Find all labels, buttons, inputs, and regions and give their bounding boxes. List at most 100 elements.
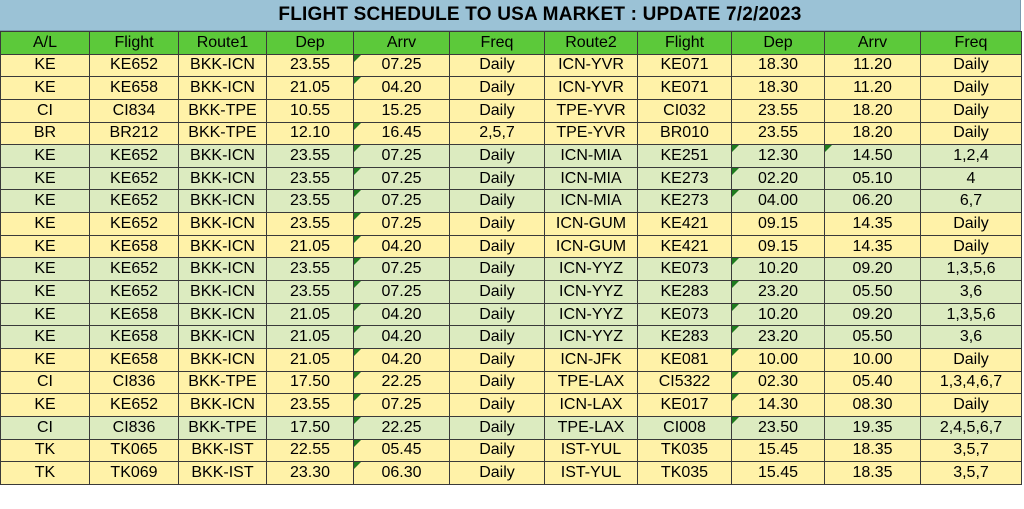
cell-freq1[interactable]: Daily bbox=[449, 144, 545, 168]
cell-airline[interactable]: KE bbox=[0, 234, 90, 259]
cell-flight1[interactable]: CI836 bbox=[89, 415, 179, 440]
cell-flight1[interactable]: BR212 bbox=[89, 121, 179, 146]
cell-flight2[interactable]: KE071 bbox=[637, 53, 732, 78]
cell-route1[interactable]: BKK-IST bbox=[178, 461, 267, 485]
cell-dep2[interactable]: 10.00 bbox=[731, 347, 825, 372]
cell-arrv1[interactable]: 04.20 bbox=[353, 234, 450, 259]
cell-freq1[interactable]: Daily bbox=[449, 257, 545, 282]
cell-flight1[interactable]: TK065 bbox=[89, 438, 179, 463]
cell-flight1[interactable]: TK069 bbox=[89, 461, 179, 485]
cell-freq1[interactable]: Daily bbox=[449, 302, 545, 327]
cell-arrv2[interactable]: 14.35 bbox=[824, 234, 921, 259]
cell-arrv2[interactable]: 10.00 bbox=[824, 347, 921, 372]
cell-freq2[interactable]: Daily bbox=[920, 212, 1022, 236]
cell-flight1[interactable]: KE652 bbox=[89, 166, 179, 191]
cell-arrv2[interactable]: 06.20 bbox=[824, 189, 921, 214]
cell-airline[interactable]: TK bbox=[0, 438, 90, 463]
cell-freq1[interactable]: Daily bbox=[449, 461, 545, 485]
cell-route2[interactable]: TPE-LAX bbox=[544, 415, 638, 440]
cell-freq1[interactable]: Daily bbox=[449, 53, 545, 78]
cell-flight1[interactable]: KE658 bbox=[89, 76, 179, 100]
cell-flight1[interactable]: KE658 bbox=[89, 325, 179, 349]
cell-freq2[interactable]: Daily bbox=[920, 393, 1022, 417]
cell-arrv2[interactable]: 05.50 bbox=[824, 280, 921, 304]
cell-route2[interactable]: ICN-YYZ bbox=[544, 257, 638, 282]
cell-route2[interactable]: TPE-YVR bbox=[544, 121, 638, 146]
cell-dep1[interactable]: 23.55 bbox=[266, 166, 354, 191]
header-cell-flight1[interactable]: Flight bbox=[89, 31, 179, 55]
cell-airline[interactable]: KE bbox=[0, 257, 90, 282]
cell-freq2[interactable]: 3,5,7 bbox=[920, 438, 1022, 463]
cell-flight2[interactable]: KE251 bbox=[637, 144, 732, 168]
cell-route1[interactable]: BKK-IST bbox=[178, 438, 267, 463]
cell-arrv1[interactable]: 07.25 bbox=[353, 53, 450, 78]
header-cell-airline[interactable]: A/L bbox=[0, 31, 90, 55]
cell-arrv1[interactable]: 07.25 bbox=[353, 257, 450, 282]
cell-route1[interactable]: BKK-ICN bbox=[178, 302, 267, 327]
cell-dep2[interactable]: 04.00 bbox=[731, 189, 825, 214]
cell-flight2[interactable]: TK035 bbox=[637, 461, 732, 485]
cell-airline[interactable]: KE bbox=[0, 189, 90, 214]
cell-route2[interactable]: ICN-LAX bbox=[544, 393, 638, 417]
cell-flight1[interactable]: KE652 bbox=[89, 280, 179, 304]
cell-arrv2[interactable]: 09.20 bbox=[824, 302, 921, 327]
cell-flight2[interactable]: CI032 bbox=[637, 98, 732, 123]
cell-dep2[interactable]: 23.55 bbox=[731, 98, 825, 123]
cell-freq1[interactable]: Daily bbox=[449, 393, 545, 417]
cell-arrv1[interactable]: 04.20 bbox=[353, 325, 450, 349]
cell-freq2[interactable]: 3,6 bbox=[920, 325, 1022, 349]
cell-arrv1[interactable]: 07.25 bbox=[353, 189, 450, 214]
cell-arrv1[interactable]: 05.45 bbox=[353, 438, 450, 463]
cell-arrv1[interactable]: 07.25 bbox=[353, 166, 450, 191]
cell-route2[interactable]: ICN-GUM bbox=[544, 212, 638, 236]
cell-arrv1[interactable]: 07.25 bbox=[353, 212, 450, 236]
cell-freq2[interactable]: 1,3,4,6,7 bbox=[920, 370, 1022, 395]
cell-dep2[interactable]: 23.50 bbox=[731, 415, 825, 440]
cell-arrv2[interactable]: 18.35 bbox=[824, 438, 921, 463]
cell-route1[interactable]: BKK-ICN bbox=[178, 144, 267, 168]
header-cell-dep2[interactable]: Dep bbox=[731, 31, 825, 55]
cell-freq1[interactable]: Daily bbox=[449, 212, 545, 236]
header-cell-freq2[interactable]: Freq bbox=[920, 31, 1022, 55]
cell-freq2[interactable]: 1,3,5,6 bbox=[920, 302, 1022, 327]
cell-flight2[interactable]: KE071 bbox=[637, 76, 732, 100]
cell-route2[interactable]: TPE-LAX bbox=[544, 370, 638, 395]
cell-freq1[interactable]: Daily bbox=[449, 234, 545, 259]
cell-dep1[interactable]: 17.50 bbox=[266, 415, 354, 440]
cell-route2[interactable]: ICN-MIA bbox=[544, 144, 638, 168]
cell-dep1[interactable]: 17.50 bbox=[266, 370, 354, 395]
cell-flight2[interactable]: KE283 bbox=[637, 280, 732, 304]
header-cell-dep1[interactable]: Dep bbox=[266, 31, 354, 55]
cell-freq2[interactable]: 6,7 bbox=[920, 189, 1022, 214]
cell-arrv2[interactable]: 05.10 bbox=[824, 166, 921, 191]
cell-route1[interactable]: BKK-ICN bbox=[178, 212, 267, 236]
cell-flight1[interactable]: KE658 bbox=[89, 302, 179, 327]
cell-dep1[interactable]: 23.30 bbox=[266, 461, 354, 485]
cell-flight1[interactable]: KE658 bbox=[89, 347, 179, 372]
cell-dep2[interactable]: 14.30 bbox=[731, 393, 825, 417]
cell-freq2[interactable]: 4 bbox=[920, 166, 1022, 191]
cell-flight2[interactable]: KE421 bbox=[637, 212, 732, 236]
header-cell-arrv1[interactable]: Arrv bbox=[353, 31, 450, 55]
cell-route1[interactable]: BKK-ICN bbox=[178, 257, 267, 282]
cell-freq2[interactable]: Daily bbox=[920, 234, 1022, 259]
cell-dep2[interactable]: 18.30 bbox=[731, 76, 825, 100]
cell-flight2[interactable]: KE073 bbox=[637, 302, 732, 327]
cell-airline[interactable]: KE bbox=[0, 325, 90, 349]
cell-arrv1[interactable]: 07.25 bbox=[353, 393, 450, 417]
cell-route2[interactable]: ICN-GUM bbox=[544, 234, 638, 259]
cell-freq2[interactable]: 1,2,4 bbox=[920, 144, 1022, 168]
header-cell-freq1[interactable]: Freq bbox=[449, 31, 545, 55]
cell-arrv1[interactable]: 04.20 bbox=[353, 76, 450, 100]
cell-arrv2[interactable]: 05.40 bbox=[824, 370, 921, 395]
cell-freq1[interactable]: Daily bbox=[449, 325, 545, 349]
header-cell-arrv2[interactable]: Arrv bbox=[824, 31, 921, 55]
cell-dep1[interactable]: 23.55 bbox=[266, 189, 354, 214]
cell-airline[interactable]: KE bbox=[0, 166, 90, 191]
cell-flight2[interactable]: KE017 bbox=[637, 393, 732, 417]
cell-freq2[interactable]: 3,6 bbox=[920, 280, 1022, 304]
cell-route2[interactable]: ICN-YVR bbox=[544, 76, 638, 100]
cell-route1[interactable]: BKK-ICN bbox=[178, 76, 267, 100]
cell-route1[interactable]: BKK-ICN bbox=[178, 234, 267, 259]
cell-route2[interactable]: IST-YUL bbox=[544, 438, 638, 463]
